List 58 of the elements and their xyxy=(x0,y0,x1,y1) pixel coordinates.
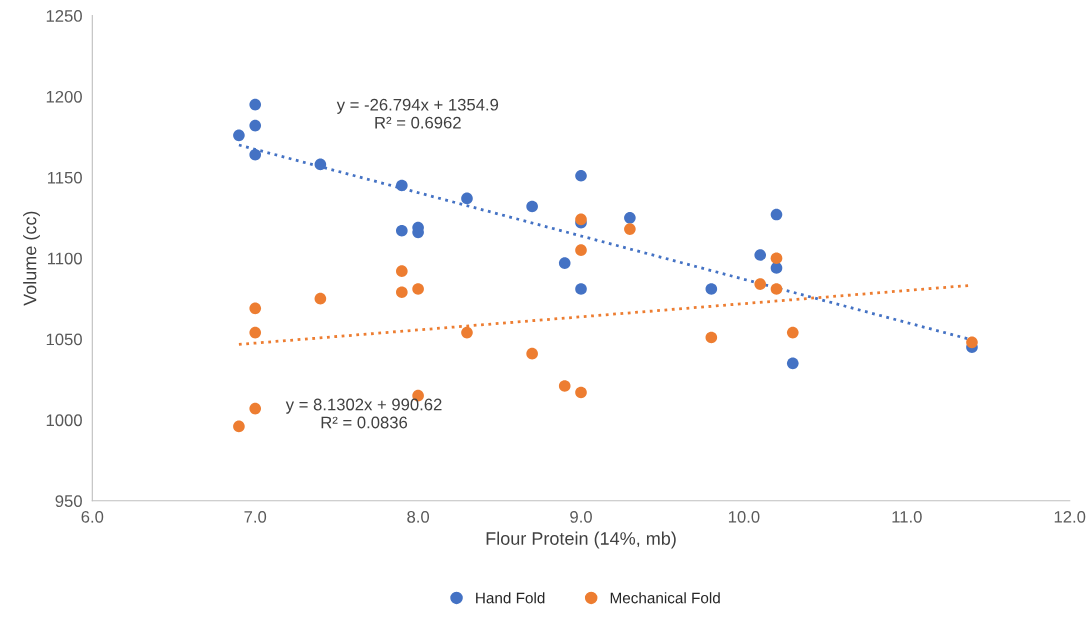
point xyxy=(770,262,783,274)
point xyxy=(624,223,636,235)
y-axis-title: Volume (cc) xyxy=(23,211,40,306)
point xyxy=(526,200,538,213)
x-axis-title: Flour Protein (14%, mb) xyxy=(486,531,676,549)
y-tick-label: 1200 xyxy=(46,90,82,103)
point xyxy=(249,402,262,415)
annotation: y = -26.794x + 1354.9 R² = 0.6962 xyxy=(336,98,499,129)
point xyxy=(558,257,571,269)
x-tick-label: 6.0 xyxy=(81,510,104,523)
point xyxy=(461,192,473,205)
y-tick-label: 1100 xyxy=(48,252,82,265)
point xyxy=(786,357,799,370)
x-tick-label: 7.0 xyxy=(244,510,267,523)
x-tick-label: 12.0 xyxy=(1054,510,1086,523)
point xyxy=(249,98,262,111)
point xyxy=(624,211,636,224)
point xyxy=(770,252,783,265)
point xyxy=(249,148,262,161)
point xyxy=(575,244,587,256)
point xyxy=(754,249,767,261)
point xyxy=(396,265,408,277)
point xyxy=(249,302,262,315)
point xyxy=(249,326,262,339)
annotation: y = 8.1302x + 990.62 R² = 0.0836 xyxy=(285,398,442,429)
point xyxy=(396,179,408,192)
point xyxy=(705,331,718,344)
point xyxy=(786,326,799,339)
point xyxy=(461,326,473,339)
point xyxy=(233,129,245,142)
point xyxy=(412,283,424,295)
point xyxy=(705,283,718,295)
point xyxy=(754,278,767,290)
legend-label: Mechanical Fold xyxy=(610,592,720,604)
legend-label: Hand Fold xyxy=(476,592,545,604)
point xyxy=(314,158,327,171)
x-tick-label: 11.0 xyxy=(892,510,922,523)
point xyxy=(249,119,262,132)
point xyxy=(770,208,783,221)
y-tick-label: 1050 xyxy=(46,333,82,346)
point xyxy=(526,347,538,360)
y-tick-label: 1000 xyxy=(46,414,82,427)
point xyxy=(575,283,587,295)
x-tick-label: 9.0 xyxy=(570,510,592,523)
point xyxy=(396,224,408,237)
point xyxy=(575,386,587,399)
point xyxy=(770,283,783,295)
y-tick-label: 1150 xyxy=(48,171,82,184)
y-tick-label: 1250 xyxy=(46,10,82,22)
point xyxy=(575,169,587,182)
x-tick-label: 8.0 xyxy=(407,510,430,523)
point xyxy=(558,380,571,392)
point xyxy=(314,292,327,305)
x-tick-label: 10.0 xyxy=(728,510,760,523)
y-tick-label: 950 xyxy=(55,495,82,507)
point xyxy=(396,286,408,298)
point xyxy=(233,420,245,433)
point xyxy=(966,336,978,349)
